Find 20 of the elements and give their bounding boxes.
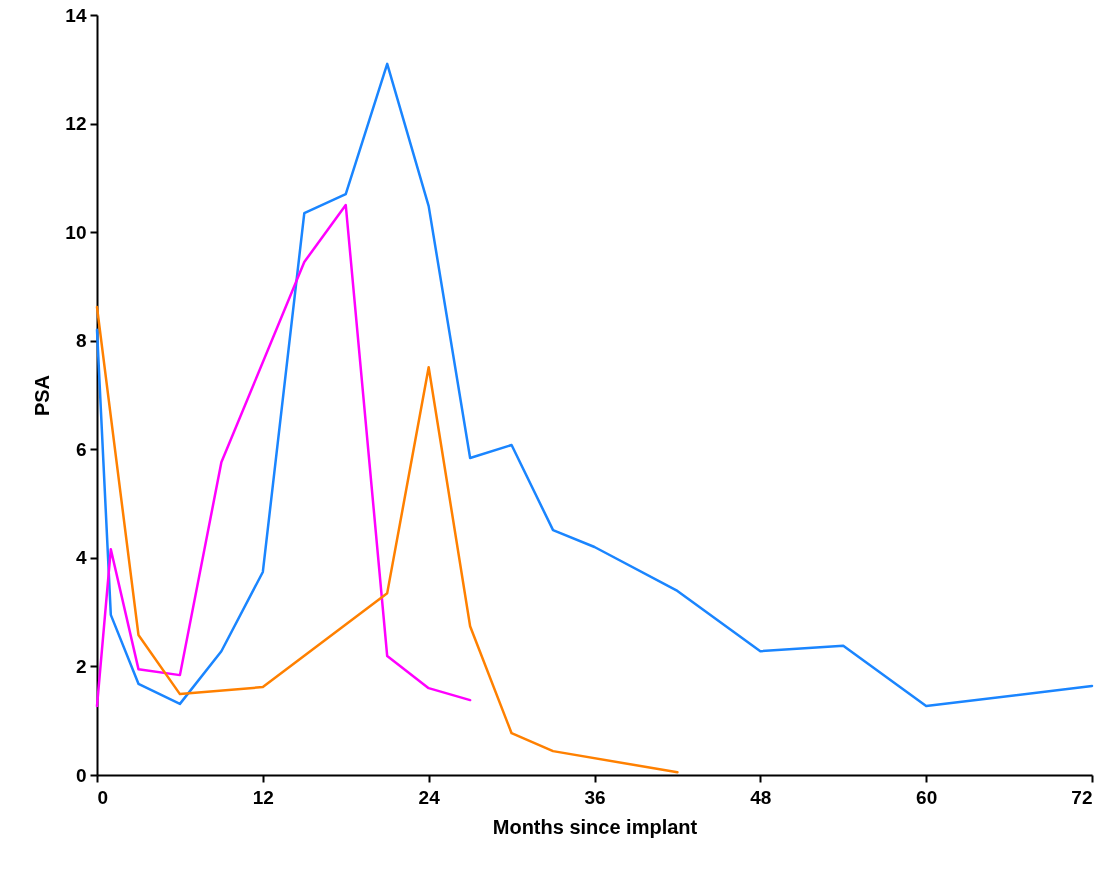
y-tick-label: 10: [65, 221, 87, 243]
x-tick-label: 24: [418, 786, 441, 808]
x-axis-title: Months since implant: [492, 815, 698, 838]
y-tick-label: 4: [75, 547, 87, 569]
line-series: [95, 203, 472, 708]
x-tick-label: 60: [916, 786, 938, 808]
x-tick-label: 48: [750, 786, 772, 808]
x-tick-label: 72: [1071, 786, 1093, 808]
x-tick-label: 36: [584, 786, 606, 808]
x-tick-label: 12: [252, 786, 274, 808]
y-tick-label: 12: [65, 113, 87, 135]
line-series: [95, 305, 679, 774]
line-series: [95, 62, 1094, 708]
y-tick-label: 2: [75, 655, 87, 677]
x-tick-label: 0: [97, 786, 109, 808]
y-tick-label: 0: [75, 764, 87, 786]
y-axis-title: PSA: [31, 374, 54, 417]
y-tick-label: 6: [75, 438, 87, 460]
y-tick-label: 14: [65, 4, 87, 26]
y-tick-label: 8: [75, 330, 87, 352]
